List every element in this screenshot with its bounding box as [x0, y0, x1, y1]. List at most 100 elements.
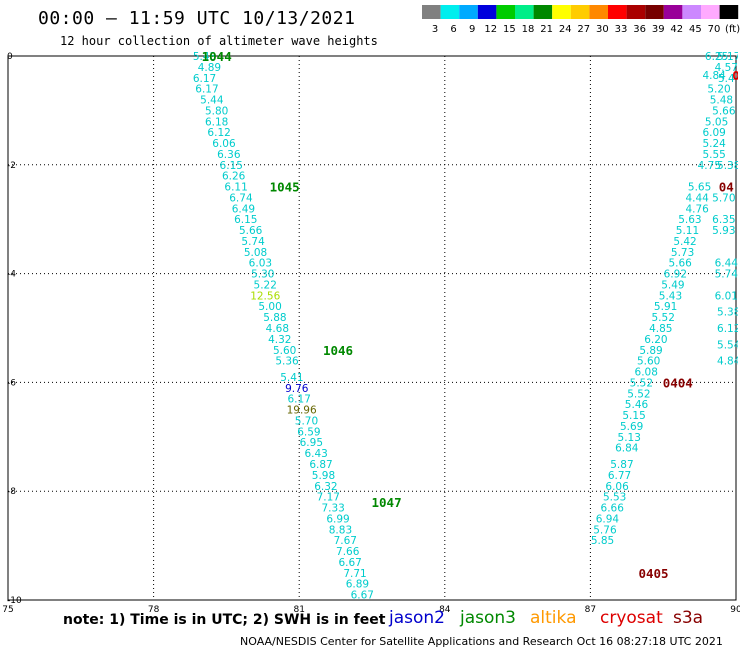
pass-number-label: 1047 [372, 495, 402, 510]
colorbar-label: 36 [633, 24, 646, 35]
x-tick-label: 84 [439, 605, 451, 615]
chart-subtitle: 12 hour collection of altimeter wave hei… [60, 34, 378, 48]
pass-number-label: 0 [732, 68, 740, 83]
swh-value-label: 6.99 [326, 513, 349, 525]
swh-value-label: 5.69 [620, 421, 643, 433]
colorbar-label: 15 [503, 24, 516, 35]
plot-frame [7, 55, 737, 601]
swh-value-label: 5.46 [625, 399, 649, 411]
swh-value-label: 5.4 [718, 73, 735, 85]
y-tick-label: -2 [7, 161, 16, 171]
swh-value-label: 9.76 [285, 383, 309, 395]
legend-jason2: jason2 [389, 608, 445, 628]
swh-value-label: 5.41 [280, 372, 303, 384]
swh-value-label: 5.42 [673, 236, 696, 248]
swh-value-label: 6.18 [205, 116, 228, 128]
swh-value-label: 5.20 [707, 84, 730, 96]
colorbar-label: 18 [522, 24, 535, 35]
pass-number-label: 1045 [270, 180, 300, 195]
colorbar: 3 6 9 12 15 18 21 24 27 30 33 36 39 42 45 70 (ft) [422, 5, 740, 35]
swh-value-label: 5.60 [637, 356, 660, 368]
swh-value-label: 5.54 [717, 339, 740, 351]
colorbar-swatch [570, 5, 590, 19]
swh-value-label: 6.15 [220, 160, 243, 172]
swh-value-label: 6.94 [596, 513, 620, 525]
swh-value-label: 5.53 [603, 492, 626, 504]
swh-value-label: 5.05 [705, 116, 728, 128]
chart-title: 00:00 – 11:59 UTC 10/13/2021 [38, 8, 356, 29]
pass-number-label: 04 [719, 180, 734, 195]
swh-value-label: 6.67 [338, 557, 361, 569]
swh-value-label: 5.22 [254, 279, 277, 291]
pass-number-label: 0405 [638, 566, 668, 581]
swh-value-label: 12.56 [250, 290, 280, 302]
swh-value-label: 6.74 [229, 192, 253, 204]
swh-value-label: 6.09 [702, 127, 725, 139]
swh-value-label: 6.17 [193, 73, 216, 85]
swh-value-label: 6.12 [717, 323, 740, 335]
swh-value-label: 5.70 [295, 415, 318, 427]
swh-value-label: 5.63 [678, 214, 701, 226]
colorbar-label: 42 [670, 24, 683, 35]
colorbar-label: 24 [559, 24, 572, 35]
legend-s3a: s3a [673, 608, 704, 628]
swh-value-label: 6.35 [712, 214, 735, 226]
swh-value-label: 4.32 [268, 334, 291, 346]
y-tick-label: -10 [7, 596, 22, 606]
swh-value-label: 6.92 [664, 269, 687, 281]
pass-number-label: 1044 [202, 49, 232, 64]
swh-value-label: 5.88 [263, 312, 286, 324]
colorbar-label: 30 [596, 24, 609, 35]
swh-value-label: 6.11 [224, 182, 247, 194]
colorbar-swatch [440, 5, 460, 19]
swh-value-label: 5.85 [591, 535, 614, 547]
colorbar-label: 21 [540, 24, 553, 35]
colorbar-swatch [459, 5, 478, 19]
swh-value-label: 5.52 [630, 377, 653, 389]
swh-value-label: 6.67 [351, 590, 374, 602]
swh-value-label: 5.17 [717, 51, 740, 63]
swh-value-label: 5.15 [622, 410, 645, 422]
swh-value-label: 5.24 [702, 138, 726, 150]
swh-value-label: 4.84 [717, 356, 740, 368]
colorbar-swatch [496, 5, 515, 19]
swh-value-label: 5.38 [717, 160, 740, 172]
colorbar-label: 70 [708, 24, 721, 35]
swh-value-label: 5.89 [639, 345, 662, 357]
swh-value-label: 4.57 [715, 62, 738, 74]
swh-value-label: 5.43 [193, 51, 216, 63]
swh-value-label: 7.17 [317, 492, 340, 504]
colorbar-swatch [608, 5, 627, 19]
colorbar-label: 39 [652, 24, 665, 35]
y-tick-label: -4 [7, 270, 16, 280]
swh-value-label: 5.66 [668, 258, 692, 270]
swh-value-label: 5.13 [618, 432, 641, 444]
swh-value-label: 6.77 [608, 470, 631, 482]
y-tick-label: 0 [7, 52, 13, 62]
swh-value-label: 6.25 [705, 51, 728, 63]
swh-value-label: 6.03 [249, 258, 272, 270]
swh-value-label: 4.84 [702, 70, 726, 82]
swh-value-label: 7.67 [334, 535, 357, 547]
swh-value-label: 5.11 [676, 225, 699, 237]
swh-value-label: 5.49 [661, 279, 684, 291]
colorbar-swatch [626, 5, 646, 19]
swh-value-label: 4.76 [685, 203, 709, 215]
colorbar-swatch [589, 5, 608, 19]
swh-value-label: 5.73 [671, 247, 694, 259]
swh-value-label: 6.12 [207, 127, 230, 139]
colorbar-swatch [552, 5, 571, 19]
colorbar-swatch [645, 5, 664, 19]
swh-value-label: 5.74 [241, 236, 265, 248]
x-tick-label: 81 [293, 605, 304, 615]
swh-value-label: 5.65 [688, 182, 711, 194]
swh-value-label: 6.89 [346, 579, 369, 591]
legend-cryosat: cryosat [600, 608, 663, 628]
colorbar-label: 3 [432, 24, 438, 35]
colorbar-swatch [701, 5, 720, 19]
colorbar-swatch [533, 5, 553, 19]
x-tick-label: 87 [585, 605, 596, 615]
colorbar-label: 33 [615, 24, 628, 35]
swh-value-label: 6.01 [715, 290, 738, 302]
swh-value-label: 6.15 [234, 214, 257, 226]
